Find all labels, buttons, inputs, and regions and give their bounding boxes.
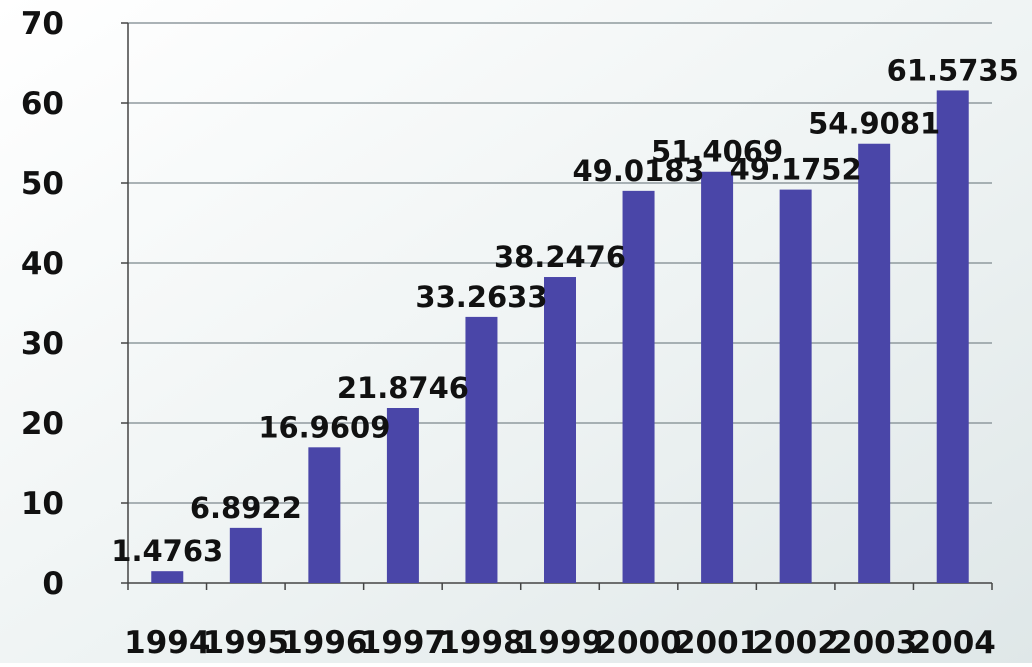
y-tick-label: 0 [42, 566, 64, 602]
y-tick-label: 10 [21, 486, 64, 522]
x-tick-label: 2000 [595, 625, 681, 661]
data-label: 49.1752 [730, 153, 862, 187]
data-label: 16.9609 [258, 410, 390, 444]
x-tick-label: 2001 [674, 625, 760, 661]
x-tick-label: 1996 [281, 625, 367, 661]
x-tick-label: 1994 [124, 625, 210, 661]
x-tick-label: 1999 [517, 625, 603, 661]
bar [544, 277, 576, 583]
data-label: 51.4069 [651, 135, 783, 169]
bar [858, 143, 891, 583]
bar [779, 189, 812, 584]
data-label: 33.2633 [415, 280, 547, 314]
bar [151, 571, 184, 583]
tick-labels: 0102030405060701994199519961997199819992… [21, 6, 996, 661]
data-label: 61.5735 [887, 53, 1019, 87]
x-tick-label: 2002 [752, 625, 838, 661]
bar [701, 171, 734, 583]
data-labels: 1.4763 6.8922 16.9609 21.8746 33.2633 38.2476… [111, 53, 1018, 568]
bar [308, 447, 341, 583]
bar [386, 408, 419, 583]
y-tick-label: 30 [21, 326, 64, 362]
y-tick-label: 40 [21, 246, 64, 282]
bar [936, 90, 969, 584]
x-tick-label: 2004 [910, 625, 996, 661]
y-tick-label: 20 [21, 406, 64, 442]
x-tick-label: 1998 [438, 625, 524, 661]
y-tick-label: 50 [21, 166, 64, 202]
data-label: 49.0183 [572, 154, 704, 188]
data-label: 21.8746 [337, 371, 469, 405]
x-tick-label: 1997 [360, 625, 446, 661]
bar [229, 527, 262, 583]
data-label: 6.8922 [190, 491, 302, 525]
data-label: 54.9081 [808, 107, 940, 141]
data-label: 38.2476 [494, 240, 626, 274]
y-tick-label: 70 [21, 6, 64, 42]
bar [465, 316, 498, 583]
bars [151, 90, 969, 584]
x-tick-label: 2003 [831, 625, 917, 661]
data-label: 1.4763 [111, 534, 223, 568]
bar [622, 190, 655, 583]
y-tick-label: 60 [21, 86, 64, 122]
x-tick-label: 1995 [203, 625, 289, 661]
